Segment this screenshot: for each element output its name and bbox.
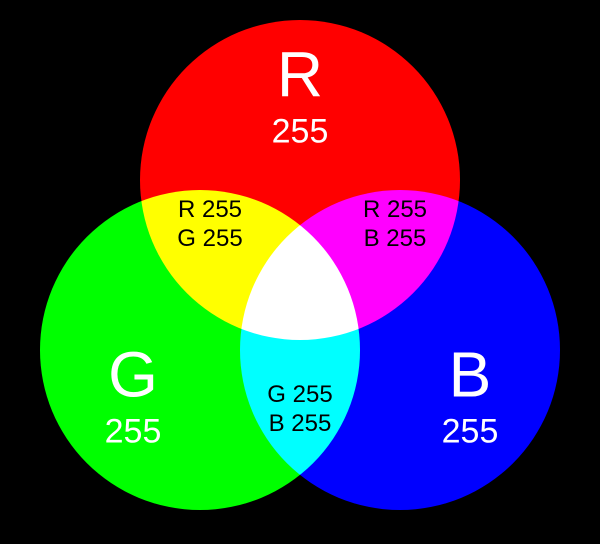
label-blue: B 255 <box>442 339 499 452</box>
label-green-value: 255 <box>105 412 162 451</box>
label-blue-letter: B <box>442 339 499 413</box>
overlap-gb-label: G 255 B 255 <box>267 381 332 439</box>
label-green-letter: G <box>105 339 162 413</box>
overlap-rg-line2: G 255 <box>177 225 242 254</box>
label-green: G 255 <box>105 339 162 452</box>
label-red: R 255 <box>272 39 329 152</box>
overlap-gb-line2: B 255 <box>267 410 332 439</box>
label-red-letter: R <box>272 39 329 113</box>
label-blue-value: 255 <box>442 412 499 451</box>
overlap-gb-line1: G 255 <box>267 381 332 410</box>
overlap-rb-label: R 255 B 255 <box>363 196 427 254</box>
overlap-rb-line2: B 255 <box>363 225 427 254</box>
overlap-rg-label: R 255 G 255 <box>177 196 242 254</box>
overlap-rg-line1: R 255 <box>177 196 242 225</box>
overlap-rb-line1: R 255 <box>363 196 427 225</box>
rgb-venn-diagram: R 255 G 255 B 255 R 255 G 255 R 255 B 25… <box>0 0 600 544</box>
label-red-value: 255 <box>272 112 329 151</box>
